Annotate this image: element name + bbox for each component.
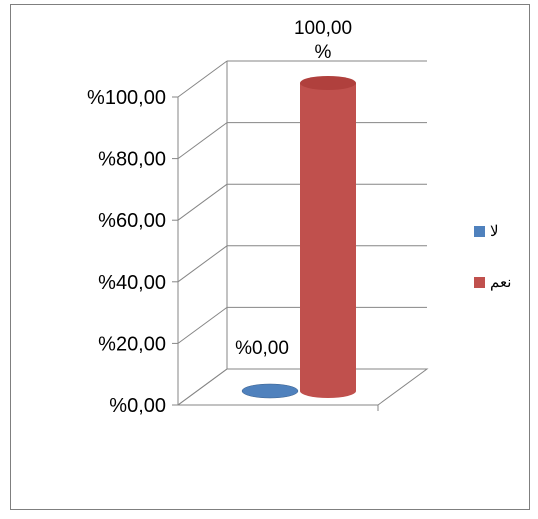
bar-1 xyxy=(300,76,356,398)
legend-swatch xyxy=(474,277,485,288)
y-tick-label: %40,00 xyxy=(98,272,166,294)
bars xyxy=(241,76,356,399)
legend-label: نعم xyxy=(490,274,511,291)
legend-item[interactable]: نعم xyxy=(474,274,511,291)
floor-plane xyxy=(176,368,429,406)
data-label: 100,00% xyxy=(294,18,352,63)
data-label: %0,00 xyxy=(235,338,289,359)
legend-item[interactable]: لا xyxy=(474,223,499,240)
legend-label: لا xyxy=(490,223,499,240)
y-tick-label: %100,00 xyxy=(87,87,166,109)
data-labels: %0,00 100,00% xyxy=(235,18,352,359)
chart-area xyxy=(10,4,530,510)
gridline-side xyxy=(177,60,228,98)
bar-top xyxy=(300,76,356,90)
gridline-side xyxy=(177,183,228,221)
y-tick-label: %80,00 xyxy=(98,149,166,171)
bar-body xyxy=(300,83,356,398)
legend[interactable]: لا نعم xyxy=(474,223,511,291)
y-tick-label: %20,00 xyxy=(98,333,166,355)
legend-swatch xyxy=(474,226,485,237)
y-tick-label: %0,00 xyxy=(109,395,166,417)
bar-0 xyxy=(241,383,299,399)
chart-floor xyxy=(176,368,429,411)
y-tick-label: %60,00 xyxy=(98,210,166,232)
gridline-side xyxy=(177,245,228,283)
y-axis: %0,00 %20,00 %40,00 %60,00 %80,00 %100,00 xyxy=(87,87,179,417)
gridline-side xyxy=(177,122,228,160)
gridline-side xyxy=(177,306,228,344)
